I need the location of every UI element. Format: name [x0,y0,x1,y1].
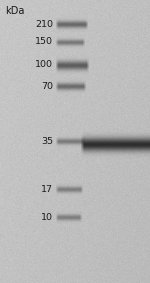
Text: 70: 70 [41,82,53,91]
Text: 150: 150 [35,37,53,46]
Text: 210: 210 [35,20,53,29]
Text: 100: 100 [35,60,53,69]
Text: kDa: kDa [5,6,25,16]
Text: 35: 35 [41,137,53,146]
Text: 17: 17 [41,185,53,194]
Text: 10: 10 [41,213,53,222]
